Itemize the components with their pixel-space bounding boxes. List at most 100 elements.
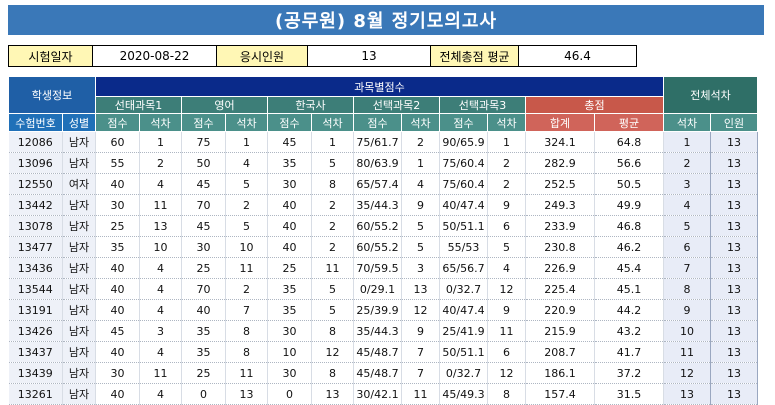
exam-no-cell: 13426 bbox=[8, 320, 63, 342]
english-rank-cell: 7 bbox=[225, 299, 268, 321]
exam-no-cell: 12086 bbox=[8, 131, 63, 153]
elective2-rank-cell: 7 bbox=[401, 362, 440, 384]
english-score-cell: 70 bbox=[181, 194, 226, 216]
elective1-score-cell: 30 bbox=[95, 194, 140, 216]
elective3-rank-cell: 8 bbox=[487, 383, 526, 405]
total-count-cell: 13 bbox=[710, 362, 758, 384]
exam-no-cell: 13477 bbox=[8, 236, 63, 258]
elective2-score-cell: 75/61.7 bbox=[353, 131, 402, 153]
elective1-score-cell: 40 bbox=[95, 257, 140, 279]
overall-rank-cell: 12 bbox=[663, 362, 711, 384]
elective3-score-cell: 65/56.7 bbox=[439, 257, 488, 279]
table-row: 13078 남자 25 13 45 5 40 2 60/55.2 5 50/51.1 6 233.9 46… bbox=[8, 215, 758, 237]
english-score-cell: 45 bbox=[181, 215, 226, 237]
korean-history-rank-cell: 5 bbox=[311, 299, 354, 321]
elective1-score-cell: 45 bbox=[95, 320, 140, 342]
elective1-score-cell: 40 bbox=[95, 341, 140, 363]
rank-header: 석차 bbox=[401, 113, 440, 132]
total-sum-cell: 208.7 bbox=[525, 341, 595, 363]
elective3-rank-cell: 2 bbox=[487, 173, 526, 195]
korean-history-score-cell: 40 bbox=[267, 215, 312, 237]
rank-header: 석차 bbox=[487, 113, 526, 132]
korean-history-score-cell: 40 bbox=[267, 236, 312, 258]
exam-no-cell: 13436 bbox=[8, 257, 63, 279]
korean-history-score-cell: 30 bbox=[267, 173, 312, 195]
gender-cell: 남자 bbox=[62, 152, 96, 174]
overall-rank-cell: 11 bbox=[663, 341, 711, 363]
english-rank-cell: 8 bbox=[225, 341, 268, 363]
english-score-cell: 40 bbox=[181, 299, 226, 321]
gender-cell: 남자 bbox=[62, 278, 96, 300]
elective1-rank-cell: 4 bbox=[139, 383, 182, 405]
korean-history-rank-cell: 8 bbox=[311, 173, 354, 195]
elective2-score-cell: 70/59.5 bbox=[353, 257, 402, 279]
exam-no-cell: 13544 bbox=[8, 278, 63, 300]
korean-history-score-cell: 35 bbox=[267, 299, 312, 321]
elective2-score-cell: 60/55.2 bbox=[353, 236, 402, 258]
overall-rank-cell: 7 bbox=[663, 257, 711, 279]
elective3-rank-cell: 1 bbox=[487, 131, 526, 153]
english-score-cell: 25 bbox=[181, 257, 226, 279]
korean-history-score-cell: 45 bbox=[267, 131, 312, 153]
exam-no-cell: 13439 bbox=[8, 362, 63, 384]
count-header: 인원 bbox=[710, 113, 758, 132]
korean-history-rank-cell: 5 bbox=[311, 278, 354, 300]
gender-header: 성별 bbox=[62, 113, 96, 132]
total-mean-cell: 31.5 bbox=[594, 383, 664, 405]
elective3-score-cell: 50/51.1 bbox=[439, 215, 488, 237]
english-score-cell: 50 bbox=[181, 152, 226, 174]
total-sum-cell: 225.4 bbox=[525, 278, 595, 300]
table-row: 12550 여자 40 4 45 5 30 8 65/57.4 4 75/60.4 2 252.5 50.… bbox=[8, 173, 758, 195]
elective2-score-cell: 30/42.1 bbox=[353, 383, 402, 405]
overall-rank-cell: 10 bbox=[663, 320, 711, 342]
english-score-cell: 45 bbox=[181, 173, 226, 195]
overall-rank-cell: 5 bbox=[663, 215, 711, 237]
table-row: 13096 남자 55 2 50 4 35 5 80/63.9 1 75/60.4 2 282.9 56.… bbox=[8, 152, 758, 174]
elective1-score-cell: 55 bbox=[95, 152, 140, 174]
exam-no-cell: 13191 bbox=[8, 299, 63, 321]
exam-no-cell: 13437 bbox=[8, 341, 63, 363]
total-count-cell: 13 bbox=[710, 173, 758, 195]
gender-cell: 남자 bbox=[62, 215, 96, 237]
score-header: 점수 bbox=[267, 113, 312, 132]
total-mean-cell: 45.1 bbox=[594, 278, 664, 300]
gender-cell: 남자 bbox=[62, 131, 96, 153]
english-score-cell: 35 bbox=[181, 320, 226, 342]
overall-rank-cell: 3 bbox=[663, 173, 711, 195]
elective2-score-cell: 60/55.2 bbox=[353, 215, 402, 237]
total-count-cell: 13 bbox=[710, 236, 758, 258]
elective3-rank-cell: 9 bbox=[487, 194, 526, 216]
elective2-rank-cell: 9 bbox=[401, 194, 440, 216]
english-rank-cell: 5 bbox=[225, 215, 268, 237]
exam-info-table: 시험일자 2020-08-22 응시인원 13 전체총점 평균 46.4 bbox=[8, 45, 637, 67]
average-value: 46.4 bbox=[518, 45, 637, 67]
elective1-rank-cell: 10 bbox=[139, 236, 182, 258]
english-rank-cell: 13 bbox=[225, 383, 268, 405]
exam-no-cell: 13078 bbox=[8, 215, 63, 237]
total-mean-cell: 43.2 bbox=[594, 320, 664, 342]
overall-rank-cell: 13 bbox=[663, 383, 711, 405]
elective2-rank-cell: 12 bbox=[401, 299, 440, 321]
korean-history-score-cell: 30 bbox=[267, 320, 312, 342]
total-count-cell: 13 bbox=[710, 131, 758, 153]
english-rank-cell: 10 bbox=[225, 236, 268, 258]
korean-history-rank-cell: 2 bbox=[311, 194, 354, 216]
page-title: (공무원) 8월 정기모의고사 bbox=[8, 5, 764, 35]
table-row: 13439 남자 30 11 25 11 30 8 45/48.7 7 0/32.7 12 186.1 3… bbox=[8, 362, 758, 384]
elective3-score-cell: 75/60.4 bbox=[439, 152, 488, 174]
elective3-score-cell: 0/32.7 bbox=[439, 362, 488, 384]
english-score-cell: 0 bbox=[181, 383, 226, 405]
elective2-rank-cell: 1 bbox=[401, 152, 440, 174]
exam-no-header: 수험번호 bbox=[8, 113, 63, 132]
elective2-score-cell: 80/63.9 bbox=[353, 152, 402, 174]
rank-header: 석차 bbox=[311, 113, 354, 132]
average-label: 전체총점 평균 bbox=[430, 45, 519, 67]
korean-history-rank-cell: 8 bbox=[311, 362, 354, 384]
total-sum-cell: 157.4 bbox=[525, 383, 595, 405]
total-mean-cell: 46.2 bbox=[594, 236, 664, 258]
overall-rank-cell: 4 bbox=[663, 194, 711, 216]
total-count-cell: 13 bbox=[710, 341, 758, 363]
gender-cell: 남자 bbox=[62, 383, 96, 405]
student-info-header: 학생정보 bbox=[8, 76, 96, 114]
english-score-cell: 35 bbox=[181, 341, 226, 363]
